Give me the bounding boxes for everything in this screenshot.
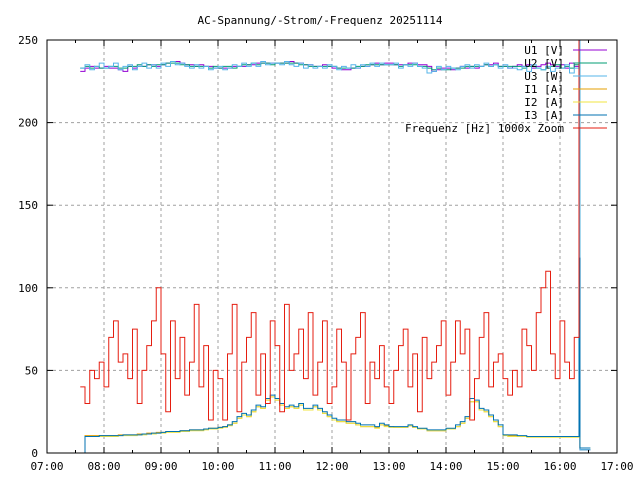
legend-label: U3 [W] — [524, 70, 564, 83]
series-line-i3-a — [80, 257, 591, 454]
legend-label: I1 [A] — [524, 83, 564, 96]
legend-label: I2 [A] — [524, 96, 564, 109]
plot-border — [46, 39, 618, 454]
x-tick-label: 12:00 — [315, 460, 348, 473]
x-tick-label: 07:00 — [30, 460, 63, 473]
series-line-frequenz-hz-1000x-zoom — [80, 40, 580, 421]
series-group — [80, 39, 591, 454]
legend-label: U1 [V] — [524, 44, 564, 57]
x-tick-label: 17:00 — [600, 460, 633, 473]
legend-label: U2 [V] — [524, 57, 564, 70]
y-tick-label: 150 — [18, 199, 38, 212]
legend-label: Frequenz [Hz] 1000x Zoom — [405, 122, 564, 135]
legend-label: I3 [A] — [524, 109, 564, 122]
x-tick-label: 09:00 — [144, 460, 177, 473]
y-tick-label: 100 — [18, 282, 38, 295]
y-tick-label: 0 — [31, 447, 38, 460]
x-tick-label: 11:00 — [258, 460, 291, 473]
y-tick-label: 50 — [25, 364, 38, 377]
axes: 0 50 100 150 200 250 07:00 08:00 09:00 10:00 11:00… — [18, 34, 633, 473]
x-tick-label: 08:00 — [87, 460, 120, 473]
x-tick-label: 13:00 — [372, 460, 405, 473]
legend: U1 [V]U2 [V]U3 [W]I1 [A]I2 [A]I3 [A]Freq… — [405, 44, 607, 135]
x-tick-label: 15:00 — [486, 460, 519, 473]
x-tick-label: 16:00 — [543, 460, 576, 473]
x-tick-label: 10:00 — [201, 460, 234, 473]
chart-title: AC-Spannung/-Strom/-Frequenz 20251114 — [197, 14, 442, 27]
series-line-u3-w — [80, 39, 591, 451]
x-tick-label: 14:00 — [429, 460, 462, 473]
y-tick-label: 250 — [18, 34, 38, 47]
y-tick-label: 200 — [18, 117, 38, 130]
